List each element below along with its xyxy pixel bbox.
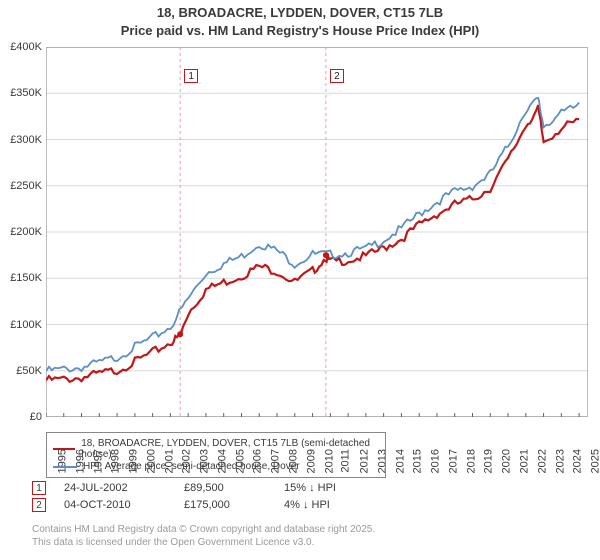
xtick-label: 2023 bbox=[554, 449, 566, 473]
legend-label: HPI: Average price, semi-detached house,… bbox=[83, 461, 300, 472]
ytick-label: £150K bbox=[0, 272, 42, 284]
xtick-label: 2014 bbox=[394, 449, 406, 473]
legend-label: 18, BROADACRE, LYDDEN, DOVER, CT15 7LB (… bbox=[81, 438, 379, 460]
xtick-label: 2025 bbox=[590, 449, 600, 473]
ytick-label: £200K bbox=[0, 226, 42, 238]
event-marker-box: 2 bbox=[32, 498, 46, 512]
xtick-label: 2022 bbox=[536, 449, 548, 473]
event-price: £175,000 bbox=[184, 499, 284, 511]
xtick-label: 2021 bbox=[519, 449, 531, 473]
copyright: Contains HM Land Registry data © Crown c… bbox=[32, 524, 375, 549]
event-date: 04-OCT-2010 bbox=[64, 499, 184, 511]
event-diff: 15% ↓ HPI bbox=[284, 482, 374, 494]
xtick-label: 2020 bbox=[501, 449, 513, 473]
legend-swatch bbox=[53, 466, 77, 468]
xtick-label: 2015 bbox=[412, 449, 424, 473]
event-diff: 4% ↓ HPI bbox=[284, 499, 374, 511]
event-date: 24-JUL-2002 bbox=[64, 482, 184, 494]
line-chart bbox=[46, 47, 588, 417]
event-row: 2 04-OCT-2010£175,0004% ↓ HPI bbox=[32, 498, 374, 512]
title-line1: 18, BROADACRE, LYDDEN, DOVER, CT15 7LB bbox=[0, 4, 600, 22]
event-row: 1 24-JUL-2002£89,50015% ↓ HPI bbox=[32, 481, 374, 495]
copyright-line1: Contains HM Land Registry data © Crown c… bbox=[32, 524, 375, 537]
chart-title: 18, BROADACRE, LYDDEN, DOVER, CT15 7LB P… bbox=[0, 0, 600, 39]
legend-item: HPI: Average price, semi-detached house,… bbox=[53, 461, 379, 472]
xtick-label: 2019 bbox=[483, 449, 495, 473]
ytick-label: £250K bbox=[0, 180, 42, 192]
chart-area: £0£50K£100K£150K£200K£250K£300K£350K£400… bbox=[46, 47, 588, 417]
copyright-line2: This data is licensed under the Open Gov… bbox=[32, 537, 375, 550]
legend-item: 18, BROADACRE, LYDDEN, DOVER, CT15 7LB (… bbox=[53, 438, 379, 460]
marker-box: 2 bbox=[330, 69, 344, 83]
event-price: £89,500 bbox=[184, 482, 284, 494]
legend-swatch bbox=[53, 448, 75, 450]
events-table: 1 24-JUL-2002£89,50015% ↓ HPI 2 04-OCT-2010… bbox=[32, 478, 374, 515]
event-marker-box: 1 bbox=[32, 481, 46, 495]
marker-box: 1 bbox=[184, 69, 198, 83]
ytick-label: £100K bbox=[0, 319, 42, 331]
ytick-label: £50K bbox=[0, 365, 42, 377]
xtick-label: 2018 bbox=[465, 449, 477, 473]
legend: 18, BROADACRE, LYDDEN, DOVER, CT15 7LB (… bbox=[46, 432, 386, 478]
ytick-label: £300K bbox=[0, 134, 42, 146]
ytick-label: £0 bbox=[0, 411, 42, 423]
xtick-label: 2016 bbox=[430, 449, 442, 473]
xtick-label: 2024 bbox=[572, 449, 584, 473]
xtick-label: 2017 bbox=[447, 449, 459, 473]
ytick-label: £350K bbox=[0, 87, 42, 99]
title-line2: Price paid vs. HM Land Registry's House … bbox=[0, 22, 600, 40]
ytick-label: £400K bbox=[0, 41, 42, 53]
